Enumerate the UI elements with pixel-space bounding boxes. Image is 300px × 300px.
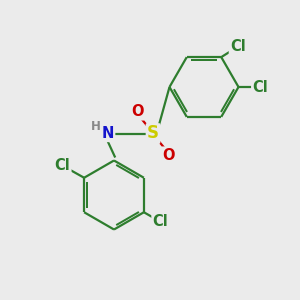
Text: N: N (102, 126, 114, 141)
Text: Cl: Cl (55, 158, 70, 173)
Text: Cl: Cl (230, 39, 246, 54)
Text: S: S (147, 124, 159, 142)
Text: O: O (162, 148, 175, 163)
Text: H: H (91, 119, 100, 133)
Text: Cl: Cl (252, 80, 268, 94)
Text: Cl: Cl (152, 214, 168, 229)
Text: O: O (131, 104, 144, 119)
